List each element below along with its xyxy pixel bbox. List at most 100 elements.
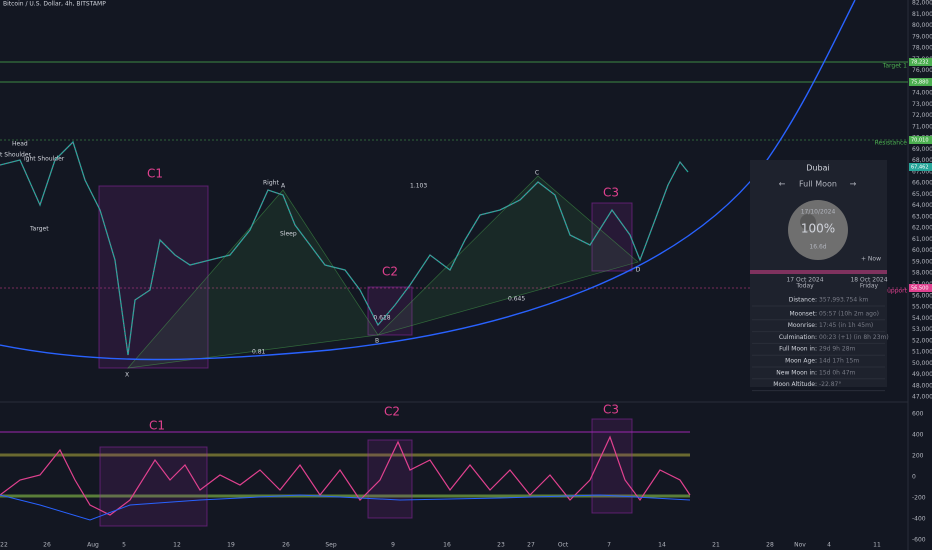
time-tick-label: 27	[527, 542, 535, 549]
c2-label: C2	[382, 265, 398, 279]
time-tick-label: 26	[282, 542, 290, 549]
indicator-tick-label: 200	[912, 453, 924, 460]
support-label: Support	[883, 288, 907, 295]
time-tick-label: 11	[873, 542, 881, 549]
day-label: 17 Oct 2024	[786, 277, 823, 284]
price-tick-label: 47,000	[912, 394, 932, 401]
indicator-baseline	[0, 494, 691, 521]
moon-row-label: Culmination:	[779, 334, 817, 341]
price-tick-label: 69,000	[912, 146, 932, 153]
price-tick-label: 78,000	[912, 45, 932, 52]
time-tick-label: Sep	[325, 542, 337, 549]
price-tag	[909, 58, 932, 66]
price-tick-label: 76,000	[912, 67, 932, 74]
price-tick-label: 48,000	[912, 382, 932, 389]
moon-widget: Dubai ← Full Moon → 17/10/2024 100% 16.6…	[750, 160, 889, 392]
c3-box	[591, 418, 633, 514]
point-label: A	[281, 183, 286, 190]
price-tag-label: 75,880	[911, 80, 929, 86]
price-tag-label: 67,462	[911, 165, 929, 171]
price-tick-label: 58,000	[912, 270, 932, 277]
ratio-label: 0.645	[508, 296, 525, 303]
moon-row-label: Distance:	[789, 297, 817, 304]
moon-row-label: New Moon in:	[776, 369, 817, 376]
moon-crater	[800, 214, 816, 230]
c1-label: C1	[147, 167, 163, 181]
time-tick-label: 22	[0, 542, 8, 549]
price-tick-label: 59,000	[912, 258, 932, 265]
neck-tag: Right	[263, 180, 279, 187]
moon-city: Dubai	[806, 164, 829, 173]
price-tag-label: 70,010	[911, 138, 929, 144]
indicator-tick-label: 0	[912, 474, 916, 481]
price-tick-label: 52,000	[912, 337, 932, 344]
day-label: 18 Oct 2024	[850, 277, 887, 284]
moon-row-label: Moon Altitude:	[773, 381, 817, 388]
price-tick-label: 64,000	[912, 202, 932, 209]
time-tick-label: Nov	[794, 542, 806, 549]
moon-row-value: 05:57 (10h 2m ago)	[819, 310, 879, 317]
time-tick-label: 12	[173, 542, 181, 549]
point-label: D	[636, 267, 641, 274]
day-label: Today	[795, 283, 814, 290]
moon-date: 17/10/2024	[801, 209, 836, 216]
ratio-label: 0.618	[373, 315, 390, 322]
price-tick-label: 74,000	[912, 90, 932, 97]
c2-box	[367, 439, 413, 519]
next-button[interactable]: →	[850, 180, 857, 189]
c2-label: C2	[384, 405, 400, 419]
price-tag	[909, 163, 932, 171]
price-tick-label: 60,000	[912, 247, 932, 254]
shoulder-label: t Shoulder	[0, 152, 32, 159]
head-label: Head	[12, 141, 28, 148]
moon-row-label: Moonset:	[789, 310, 817, 317]
price-tick-label: 71,000	[912, 123, 932, 130]
harmonic-xab	[127, 189, 379, 369]
moon-row-value: 15d 0h 47m	[819, 369, 856, 376]
price-tick-label: 63,000	[912, 213, 932, 220]
moon-row-value: 00:23 (+1) (in 8h 23m)	[819, 334, 889, 341]
price-tick-label: 66,000	[912, 180, 932, 187]
price-tick-label: 80,000	[912, 22, 932, 29]
indicator-series	[0, 435, 691, 516]
price-tick-label: 51,000	[912, 349, 932, 356]
price-tick-label: 73,000	[912, 101, 932, 108]
moon-image	[788, 200, 848, 260]
day-label: Friday	[860, 283, 879, 290]
price-tick-label: 50,000	[912, 360, 932, 367]
time-tick-label: 26	[43, 542, 51, 549]
price-tick-label: 68,000	[912, 157, 932, 164]
price-tick-label: 79,000	[912, 33, 932, 40]
time-tick-label: 21	[712, 542, 720, 549]
resistance-label: Resistance	[875, 140, 908, 147]
target-tag: Target	[29, 226, 49, 233]
c1-label: C1	[149, 419, 165, 433]
price-tick-label: 82,000	[912, 0, 932, 7]
point-label: X	[125, 372, 129, 379]
prev-button[interactable]: ←	[779, 180, 786, 189]
indicator-tick-label: 400	[912, 432, 924, 439]
sm-tag: Sleep	[280, 231, 297, 238]
time-tick-label: 16	[443, 542, 451, 549]
harmonic-bcd	[376, 175, 639, 336]
moon-row-value: 17:45 (in 1h 45m)	[819, 322, 873, 329]
price-tick-label: 54,000	[912, 315, 932, 322]
indicator-tick-label: -200	[912, 495, 926, 502]
price-tag	[909, 284, 932, 292]
now-button[interactable]: + Now	[861, 256, 881, 263]
time-tick-label: 5	[122, 542, 126, 549]
point-label: C	[535, 170, 539, 177]
ratio-label: 0.81	[252, 349, 266, 356]
price-tag	[909, 136, 932, 144]
time-tick-label: 14	[658, 542, 666, 549]
price-tick-label: 65,000	[912, 191, 932, 198]
point-label: B	[375, 338, 379, 345]
price-tick-label: 53,000	[912, 326, 932, 333]
price-tick-label: 62,000	[912, 225, 932, 232]
time-tick-label: 19	[227, 542, 235, 549]
price-tick-label: 72,000	[912, 112, 932, 119]
time-tick-label: Oct	[558, 542, 569, 549]
price-tick-label: 49,000	[912, 371, 932, 378]
moon-row-value: 29d 9h 28m	[819, 346, 856, 353]
moon-row-value: 357,993.754 km	[819, 297, 869, 304]
